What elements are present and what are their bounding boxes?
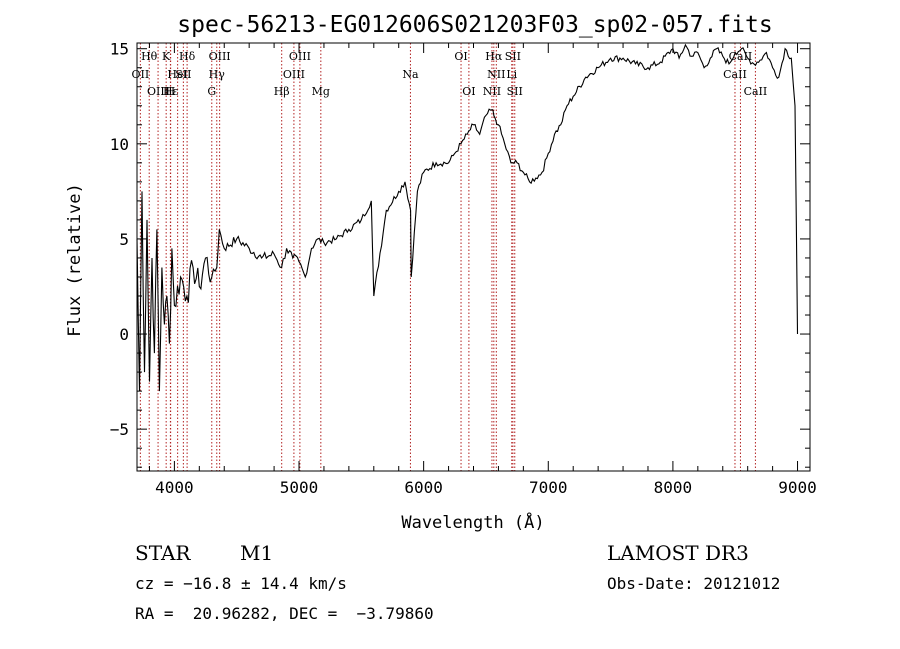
line-label-OIII: OIII	[283, 68, 305, 81]
line-label-HeI: HeI	[167, 68, 187, 81]
x-tick-label: 4000	[155, 478, 194, 497]
line-label-Hε: Hε	[163, 85, 179, 98]
y-axis-label: Flux (relative)	[65, 183, 85, 337]
chart-title: spec-56213-EG012606S021203F03_sp02-057.f…	[177, 12, 772, 38]
line-label-OIII: OIII	[209, 50, 231, 63]
line-label-OI: OI	[462, 85, 475, 98]
spectrum-series	[136, 43, 799, 392]
x-tick-label: 6000	[404, 478, 443, 497]
line-label-SII: SII	[175, 68, 191, 81]
y-tick-label: 5	[119, 230, 129, 249]
line-label-Hγ: Hγ	[209, 68, 226, 81]
line-label-OI: OI	[454, 50, 467, 63]
line-label-SII: SII	[505, 50, 521, 63]
object-class: STAR	[135, 541, 191, 565]
y-tick-label: 10	[110, 135, 129, 154]
line-label-NII: NII	[483, 85, 501, 98]
line-label-CaII: CaII	[723, 68, 747, 81]
object-subclass: M1	[240, 541, 274, 565]
observation-date: Obs-Date: 20121012	[607, 574, 781, 593]
line-label-G: G	[207, 85, 216, 98]
y-tick-label: 15	[110, 40, 129, 59]
line-label-Li: Li	[506, 68, 517, 81]
line-label-Hθ: Hθ	[141, 50, 158, 63]
y-axis-ticks: −5 0 5 10 15	[110, 40, 810, 468]
line-label-Hα: Hα	[485, 50, 503, 63]
redshift-cz: cz = −16.8 ± 14.4 km/s	[135, 574, 347, 593]
coordinates: RA = 20.96282, DEC = −3.79860	[135, 604, 434, 623]
spectral-line-markers	[139, 43, 756, 471]
line-label-CaII: CaII	[729, 50, 753, 63]
x-tick-label: 7000	[529, 478, 568, 497]
y-tick-label: 0	[119, 325, 129, 344]
line-label-K: K	[162, 50, 171, 63]
x-tick-label: 8000	[654, 478, 693, 497]
x-tick-label: 5000	[280, 478, 319, 497]
x-axis-label: Wavelength (Å)	[401, 511, 544, 533]
plot-frame	[136, 42, 811, 472]
line-label-OIII: OIII	[147, 85, 169, 98]
line-label-NII: NII	[487, 68, 505, 81]
line-label-Hδ: Hδ	[179, 50, 196, 63]
survey-release: LAMOST DR3	[607, 541, 749, 565]
line-label-Na: Na	[402, 68, 419, 81]
line-label-H: H	[166, 85, 176, 98]
line-label-OIII: OIII	[289, 50, 311, 63]
line-label-CaII: CaII	[744, 85, 768, 98]
line-label-Hβ: Hβ	[274, 85, 290, 98]
line-label-SII: SII	[507, 85, 523, 98]
x-axis-ticks: 4000 5000 6000 7000 8000 9000	[148, 43, 817, 497]
spectrum-plot: spec-56213-EG012606S021203F03_sp02-057.f…	[65, 12, 817, 533]
line-label-Mg: Mg	[312, 85, 330, 98]
line-label-OII: OII	[132, 68, 150, 81]
x-tick-label: 9000	[778, 478, 817, 497]
y-tick-label: −5	[110, 420, 129, 439]
